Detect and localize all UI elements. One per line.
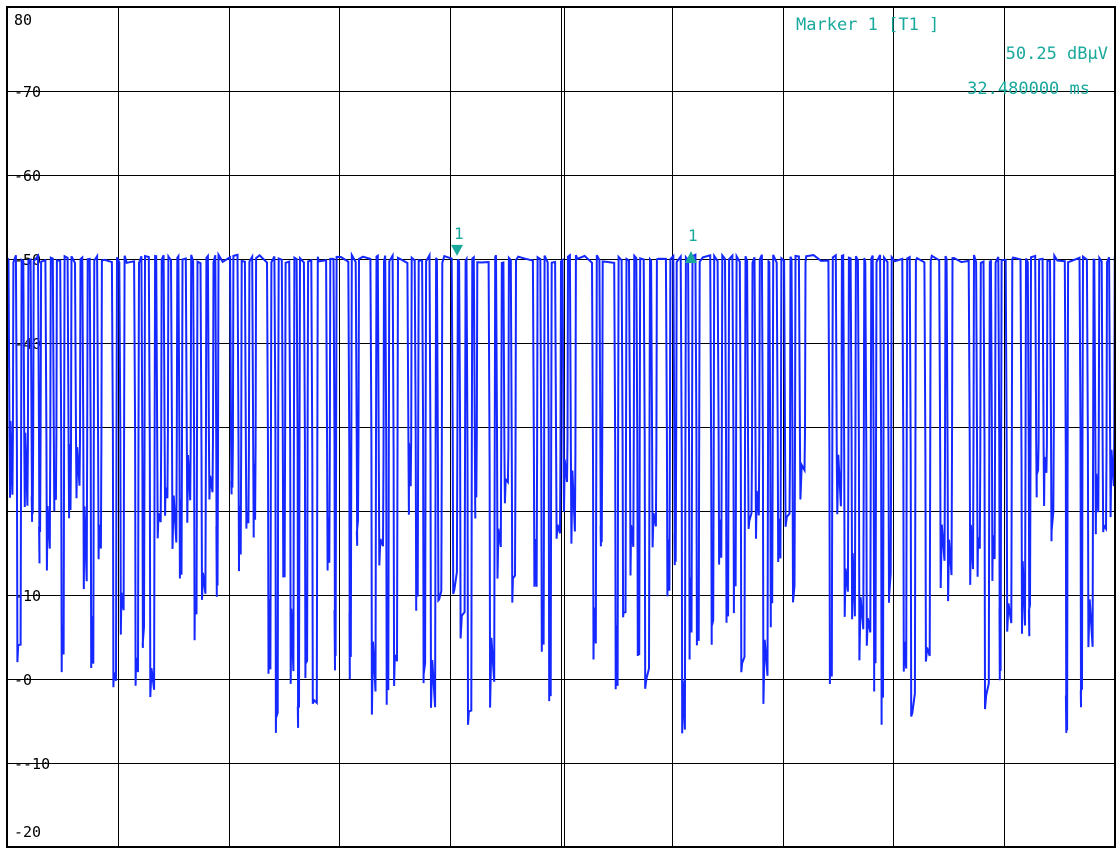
trace-line: [6, 251, 1116, 734]
y-tick-label: -20: [14, 823, 41, 841]
y-tick-label: -70: [14, 83, 41, 101]
marker-triangle-icon: [451, 244, 463, 256]
y-tick-label: -0: [14, 671, 32, 689]
plot-frame: [6, 6, 1116, 848]
measurement-trace: [6, 251, 1116, 734]
marker-1: 1: [451, 224, 464, 256]
marker-label: 1: [454, 224, 464, 243]
marker-2: 1: [685, 226, 698, 263]
marker-title: Marker 1 [T1 ]: [796, 15, 939, 35]
marker-time: 32.480000 ms: [967, 79, 1090, 99]
marker-label: 1: [688, 226, 698, 245]
marker-triangle-icon: [685, 251, 697, 263]
y-tick-label: -60: [14, 167, 41, 185]
marker-level: 50.25 dBµV: [1006, 44, 1108, 64]
marker-readout: Marker 1 [T1 ] 50.25 dBµV 32.480000 ms: [796, 15, 1108, 99]
y-tick-label: 80: [14, 11, 32, 29]
y-tick-label: --10: [14, 755, 50, 773]
